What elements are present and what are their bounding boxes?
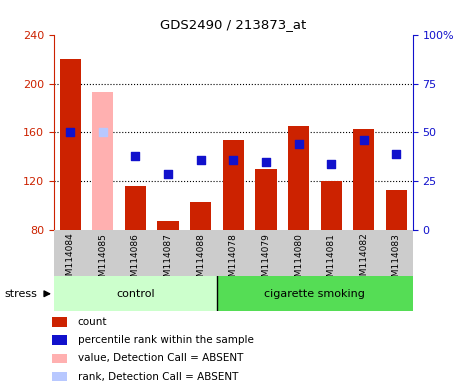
Text: percentile rank within the sample: percentile rank within the sample <box>78 335 254 345</box>
Point <box>262 159 270 165</box>
Text: GSM114079: GSM114079 <box>261 233 271 288</box>
Text: rank, Detection Call = ABSENT: rank, Detection Call = ABSENT <box>78 372 238 382</box>
Bar <box>288 126 309 230</box>
Bar <box>52 372 67 381</box>
Bar <box>52 336 67 345</box>
Bar <box>52 317 67 327</box>
Point <box>197 157 204 163</box>
Text: GSM114080: GSM114080 <box>294 233 303 288</box>
Bar <box>54 276 217 311</box>
Bar <box>125 186 146 230</box>
Text: GSM114087: GSM114087 <box>164 233 173 288</box>
Text: GSM114086: GSM114086 <box>131 233 140 288</box>
Bar <box>250 230 282 276</box>
Bar <box>60 59 81 230</box>
Bar <box>54 230 87 276</box>
Bar <box>223 140 244 230</box>
Text: GSM114085: GSM114085 <box>98 233 107 288</box>
Bar <box>87 230 119 276</box>
Bar <box>184 230 217 276</box>
Bar <box>217 230 250 276</box>
Bar <box>321 182 342 230</box>
Text: GSM114084: GSM114084 <box>66 233 75 288</box>
Text: count: count <box>78 317 107 327</box>
Point <box>67 129 74 136</box>
Bar <box>282 230 315 276</box>
Bar <box>119 230 152 276</box>
Bar <box>380 230 413 276</box>
Point <box>229 157 237 163</box>
Point <box>360 137 368 143</box>
Text: GSM114081: GSM114081 <box>327 233 336 288</box>
Text: stress: stress <box>5 289 38 299</box>
Text: control: control <box>116 289 155 299</box>
Point <box>99 129 106 136</box>
Text: GSM114078: GSM114078 <box>229 233 238 288</box>
Point <box>327 161 335 167</box>
Point <box>132 153 139 159</box>
Title: GDS2490 / 213873_at: GDS2490 / 213873_at <box>160 18 306 31</box>
Point <box>164 170 172 177</box>
Bar <box>190 202 212 230</box>
Point <box>295 141 303 147</box>
Bar <box>52 354 67 363</box>
Text: GSM114082: GSM114082 <box>359 233 368 288</box>
Text: cigarette smoking: cigarette smoking <box>265 289 365 299</box>
Bar <box>348 230 380 276</box>
Bar <box>92 92 113 230</box>
Bar <box>386 190 407 230</box>
Point <box>393 151 400 157</box>
Bar <box>217 276 413 311</box>
Bar <box>255 169 277 230</box>
Text: GSM114083: GSM114083 <box>392 233 401 288</box>
Bar <box>158 220 179 230</box>
Text: value, Detection Call = ABSENT: value, Detection Call = ABSENT <box>78 353 243 364</box>
Bar <box>353 129 374 230</box>
Text: GSM114088: GSM114088 <box>196 233 205 288</box>
Bar <box>315 230 348 276</box>
Bar <box>152 230 184 276</box>
